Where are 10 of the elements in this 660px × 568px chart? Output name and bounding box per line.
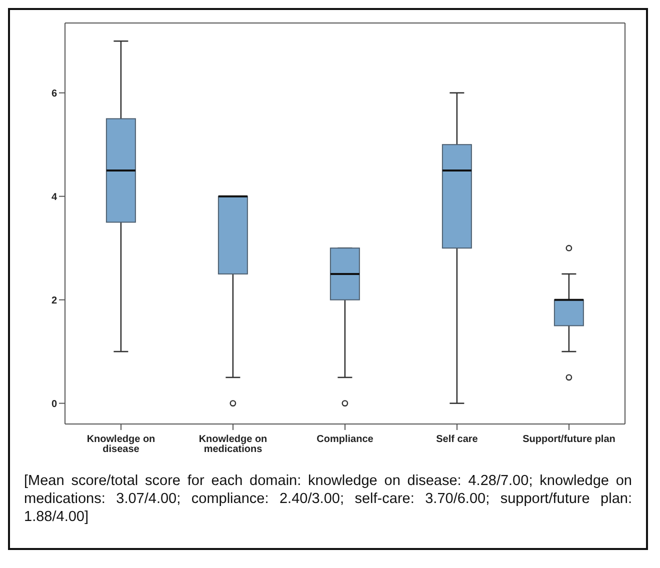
x-tick-label: Knowledge on disease xyxy=(86,434,156,455)
x-tick-label: Compliance xyxy=(316,434,374,445)
y-tick-label: 0 xyxy=(51,398,58,410)
x-tick-label: Self care xyxy=(436,434,478,445)
y-tick-label: 2 xyxy=(51,295,58,306)
x-tick-label: Support/future plan xyxy=(522,434,616,445)
y-tick-label: 6 xyxy=(51,88,58,100)
text: [Mean score/total score for each domain: knowledge on disease: 4.28/7.00; knowledge on medications: 3.07/4.00; compliance: 2.40/3.00; self-care: 3.70/6.00; support/future plan: 1.88/4.00] xyxy=(24,472,632,526)
y-tick-label: 4 xyxy=(51,192,58,203)
x-tick-label: Knowledge on medications xyxy=(198,434,268,455)
